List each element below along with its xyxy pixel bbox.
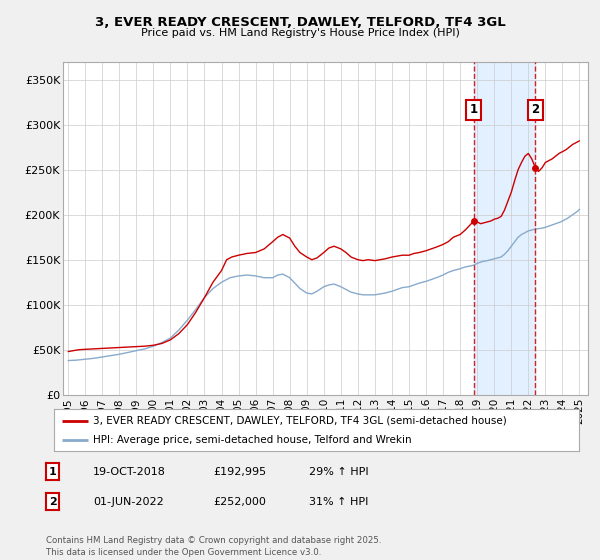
Text: 31% ↑ HPI: 31% ↑ HPI	[309, 497, 368, 507]
Text: 2: 2	[532, 104, 539, 116]
Text: £192,995: £192,995	[213, 466, 266, 477]
Text: 3, EVER READY CRESCENT, DAWLEY, TELFORD, TF4 3GL: 3, EVER READY CRESCENT, DAWLEY, TELFORD,…	[95, 16, 505, 29]
Text: 1: 1	[470, 104, 478, 116]
Text: 19-OCT-2018: 19-OCT-2018	[93, 466, 166, 477]
Text: 3, EVER READY CRESCENT, DAWLEY, TELFORD, TF4 3GL (semi-detached house): 3, EVER READY CRESCENT, DAWLEY, TELFORD,…	[94, 416, 507, 426]
Text: 2: 2	[49, 497, 56, 507]
Text: Price paid vs. HM Land Registry's House Price Index (HPI): Price paid vs. HM Land Registry's House …	[140, 28, 460, 38]
Bar	[474, 62, 535, 395]
Text: 1: 1	[49, 466, 56, 477]
Text: 29% ↑ HPI: 29% ↑ HPI	[309, 466, 368, 477]
Text: £252,000: £252,000	[213, 497, 266, 507]
Text: HPI: Average price, semi-detached house, Telford and Wrekin: HPI: Average price, semi-detached house,…	[94, 435, 412, 445]
Text: 01-JUN-2022: 01-JUN-2022	[93, 497, 164, 507]
Text: Contains HM Land Registry data © Crown copyright and database right 2025.
This d: Contains HM Land Registry data © Crown c…	[46, 536, 382, 557]
